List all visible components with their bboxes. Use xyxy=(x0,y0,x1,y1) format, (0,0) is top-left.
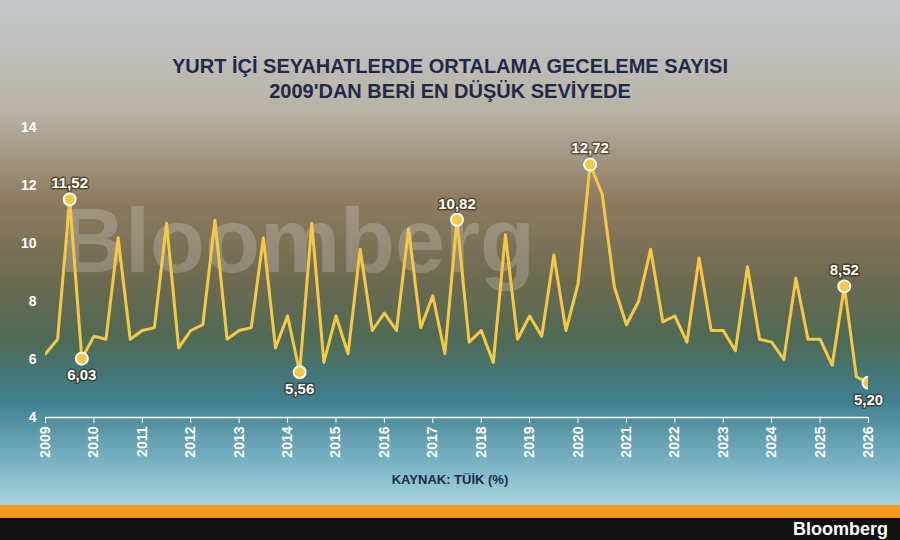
svg-text:2013: 2013 xyxy=(231,426,247,457)
svg-text:2025: 2025 xyxy=(812,426,828,457)
svg-text:2022: 2022 xyxy=(666,426,682,457)
svg-text:2011: 2011 xyxy=(134,426,150,457)
svg-text:12,72: 12,72 xyxy=(571,139,609,156)
svg-text:2018: 2018 xyxy=(473,426,489,457)
svg-text:5,20: 5,20 xyxy=(854,391,883,408)
svg-text:2014: 2014 xyxy=(279,426,295,457)
svg-text:6,03: 6,03 xyxy=(67,366,96,383)
svg-text:2015: 2015 xyxy=(327,426,343,457)
svg-text:11,52: 11,52 xyxy=(51,174,88,191)
svg-text:2021: 2021 xyxy=(618,426,634,457)
svg-text:10,82: 10,82 xyxy=(438,195,476,212)
svg-text:2023: 2023 xyxy=(715,426,731,457)
svg-text:2016: 2016 xyxy=(376,426,392,457)
svg-text:2017: 2017 xyxy=(424,426,440,457)
svg-text:8: 8 xyxy=(29,293,37,309)
svg-text:6: 6 xyxy=(29,351,37,367)
svg-text:14: 14 xyxy=(21,119,37,135)
svg-text:2026: 2026 xyxy=(860,426,876,457)
svg-text:2019: 2019 xyxy=(521,426,537,457)
svg-text:10: 10 xyxy=(21,235,37,251)
svg-text:8,52: 8,52 xyxy=(830,261,859,278)
svg-text:2010: 2010 xyxy=(85,426,101,457)
svg-text:12: 12 xyxy=(21,177,37,193)
svg-text:2024: 2024 xyxy=(763,426,779,457)
svg-text:2012: 2012 xyxy=(182,426,198,457)
svg-text:4: 4 xyxy=(29,409,37,425)
svg-text:5,56: 5,56 xyxy=(285,380,314,397)
svg-text:2009: 2009 xyxy=(37,426,53,457)
svg-text:2020: 2020 xyxy=(570,426,586,457)
